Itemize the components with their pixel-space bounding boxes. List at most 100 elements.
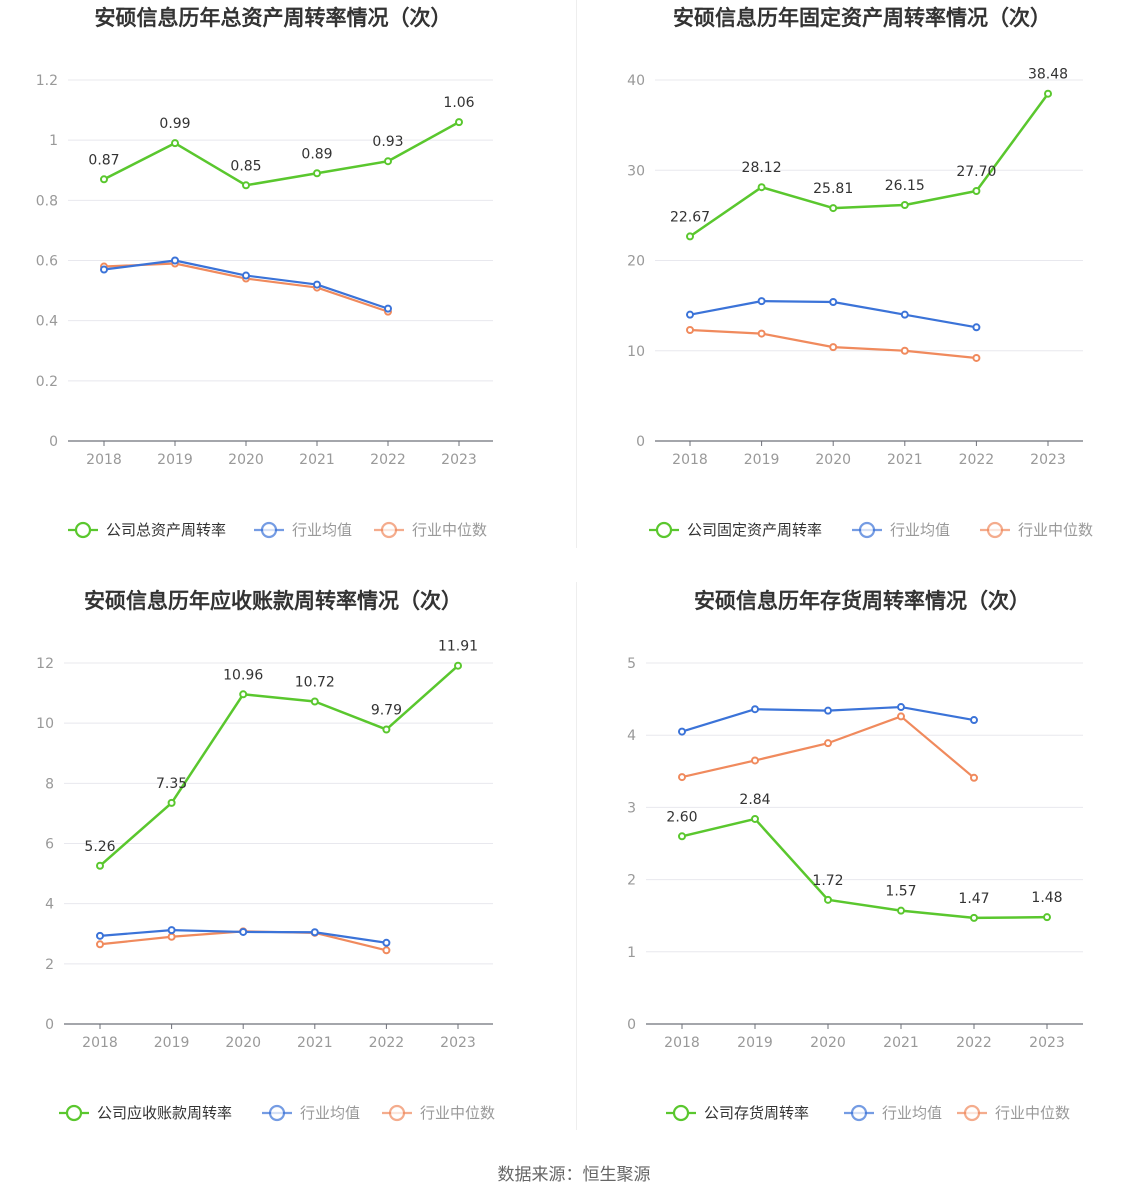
x-tick-label: 2018 <box>664 1035 700 1051</box>
data-label: 11.91 <box>438 639 478 655</box>
x-tick-label: 2019 <box>737 1035 773 1051</box>
data-point-company <box>454 661 462 670</box>
data-point-company <box>100 175 108 184</box>
legend-marker <box>858 521 876 539</box>
data-label: 25.81 <box>813 181 853 197</box>
data-point-mean <box>310 928 319 937</box>
y-tick-label: 0.6 <box>36 254 58 270</box>
data-point-mean <box>757 297 766 306</box>
y-tick-label: 12 <box>36 656 54 672</box>
y-tick-label: 40 <box>627 73 645 89</box>
data-label: 1.48 <box>1031 890 1062 906</box>
legend-item-mean: 行业均值 <box>262 1104 360 1122</box>
legend-marker <box>850 1104 868 1122</box>
data-point-company <box>1044 89 1052 98</box>
data-point-company <box>310 697 319 706</box>
x-tick-label: 2023 <box>1029 1035 1065 1051</box>
data-label: 2.84 <box>739 792 770 808</box>
legend-marker <box>268 1104 286 1122</box>
data-point-median <box>751 756 759 765</box>
series-line-company <box>681 817 1048 920</box>
data-point-mean <box>382 938 391 947</box>
chart-title: 安硕信息历年固定资产周转率情况（次） <box>673 6 1051 30</box>
x-tick-label: 2019 <box>157 452 193 468</box>
data-point-median <box>829 343 838 352</box>
data-point-median <box>757 329 766 338</box>
data-label: 1.47 <box>958 891 989 907</box>
data-point-company <box>897 906 905 915</box>
data-label: 38.48 <box>1028 67 1068 83</box>
x-tick-label: 2018 <box>82 1035 118 1051</box>
legend-item-company: 公司应收账款周转率 <box>59 1104 232 1122</box>
x-tick-label: 2023 <box>441 452 477 468</box>
data-point-mean <box>96 931 104 940</box>
data-point-mean <box>751 705 759 714</box>
data-point-mean <box>972 323 981 332</box>
legend-marker <box>74 521 92 539</box>
data-label: 0.89 <box>301 146 332 162</box>
data-label: 0.99 <box>159 116 190 132</box>
legend-item-median: 行业中位数 <box>382 1104 495 1122</box>
data-point-company <box>242 181 250 190</box>
legend-label: 公司总资产周转率 <box>106 521 226 539</box>
y-tick-label: 1.2 <box>36 73 58 89</box>
legend-label: 公司固定资产周转率 <box>687 521 822 539</box>
y-tick-label: 2 <box>627 873 636 889</box>
legend-marker <box>260 521 278 539</box>
legend-marker <box>963 1104 981 1122</box>
data-point-company <box>382 725 391 734</box>
legend-label: 行业中位数 <box>412 521 487 539</box>
data-point-median <box>824 739 832 748</box>
data-label: 26.15 <box>885 178 925 194</box>
chart-title: 安硕信息历年应收账款周转率情况（次） <box>84 589 462 613</box>
legend-label: 公司存货周转率 <box>704 1104 809 1122</box>
y-tick-label: 30 <box>627 163 645 179</box>
data-point-mean <box>970 716 978 725</box>
data-point-mean <box>829 298 838 307</box>
data-point-median <box>167 932 176 941</box>
series-line-company <box>103 121 460 187</box>
chart-4: 安硕信息历年存货周转率情况（次） 0 1 2 3 4 5 2018 2019 2020 2021 20… <box>627 589 1083 1122</box>
data-point-mean <box>900 310 909 319</box>
data-point-mean <box>167 926 176 935</box>
legend-label: 行业均值 <box>292 521 352 539</box>
x-tick-label: 2018 <box>86 452 122 468</box>
x-tick-label: 2020 <box>228 452 264 468</box>
data-point-mean <box>239 927 248 936</box>
data-label: 1.06 <box>443 95 474 111</box>
x-tick-label: 2022 <box>959 452 995 468</box>
data-label: 1.57 <box>885 884 916 900</box>
data-point-median <box>678 773 686 782</box>
data-point-company <box>455 118 463 127</box>
legend-item-company: 公司存货周转率 <box>666 1104 809 1122</box>
legend-item-company: 公司总资产周转率 <box>68 521 226 539</box>
data-point-company <box>1043 913 1051 922</box>
data-point-mean <box>897 703 905 712</box>
y-tick-label: 4 <box>45 897 54 913</box>
x-tick-label: 2018 <box>672 452 708 468</box>
data-point-mean <box>384 304 392 313</box>
data-point-company <box>313 169 321 178</box>
data-point-median <box>900 346 909 355</box>
data-point-company <box>900 200 909 209</box>
legend-item-company: 公司固定资产周转率 <box>649 521 822 539</box>
x-tick-label: 2019 <box>744 452 780 468</box>
chart-1: 安硕信息历年总资产周转率情况（次） 0 0.2 0.4 0.6 0.8 1 1.2 2018 20… <box>36 6 493 539</box>
legend-item-mean: 行业均值 <box>852 521 950 539</box>
legend-item-median: 行业中位数 <box>374 521 487 539</box>
y-tick-label: 0.8 <box>36 193 58 209</box>
y-tick-label: 10 <box>36 716 54 732</box>
series-line-mean <box>103 259 389 310</box>
y-tick-label: 0 <box>627 1017 636 1033</box>
data-point-company <box>757 183 766 192</box>
legend-marker <box>380 521 398 539</box>
data-point-company <box>829 204 838 213</box>
chart-3: 安硕信息历年应收账款周转率情况（次） 0 2 4 6 8 10 12 2018 2019 2020 2… <box>36 589 495 1122</box>
data-point-median <box>382 946 391 955</box>
data-point-median <box>96 940 104 949</box>
data-point-mean <box>678 727 686 736</box>
data-label: 27.70 <box>956 164 996 180</box>
y-tick-label: 0 <box>49 434 58 450</box>
data-label: 28.12 <box>742 160 782 176</box>
y-tick-label: 0.2 <box>36 374 58 390</box>
